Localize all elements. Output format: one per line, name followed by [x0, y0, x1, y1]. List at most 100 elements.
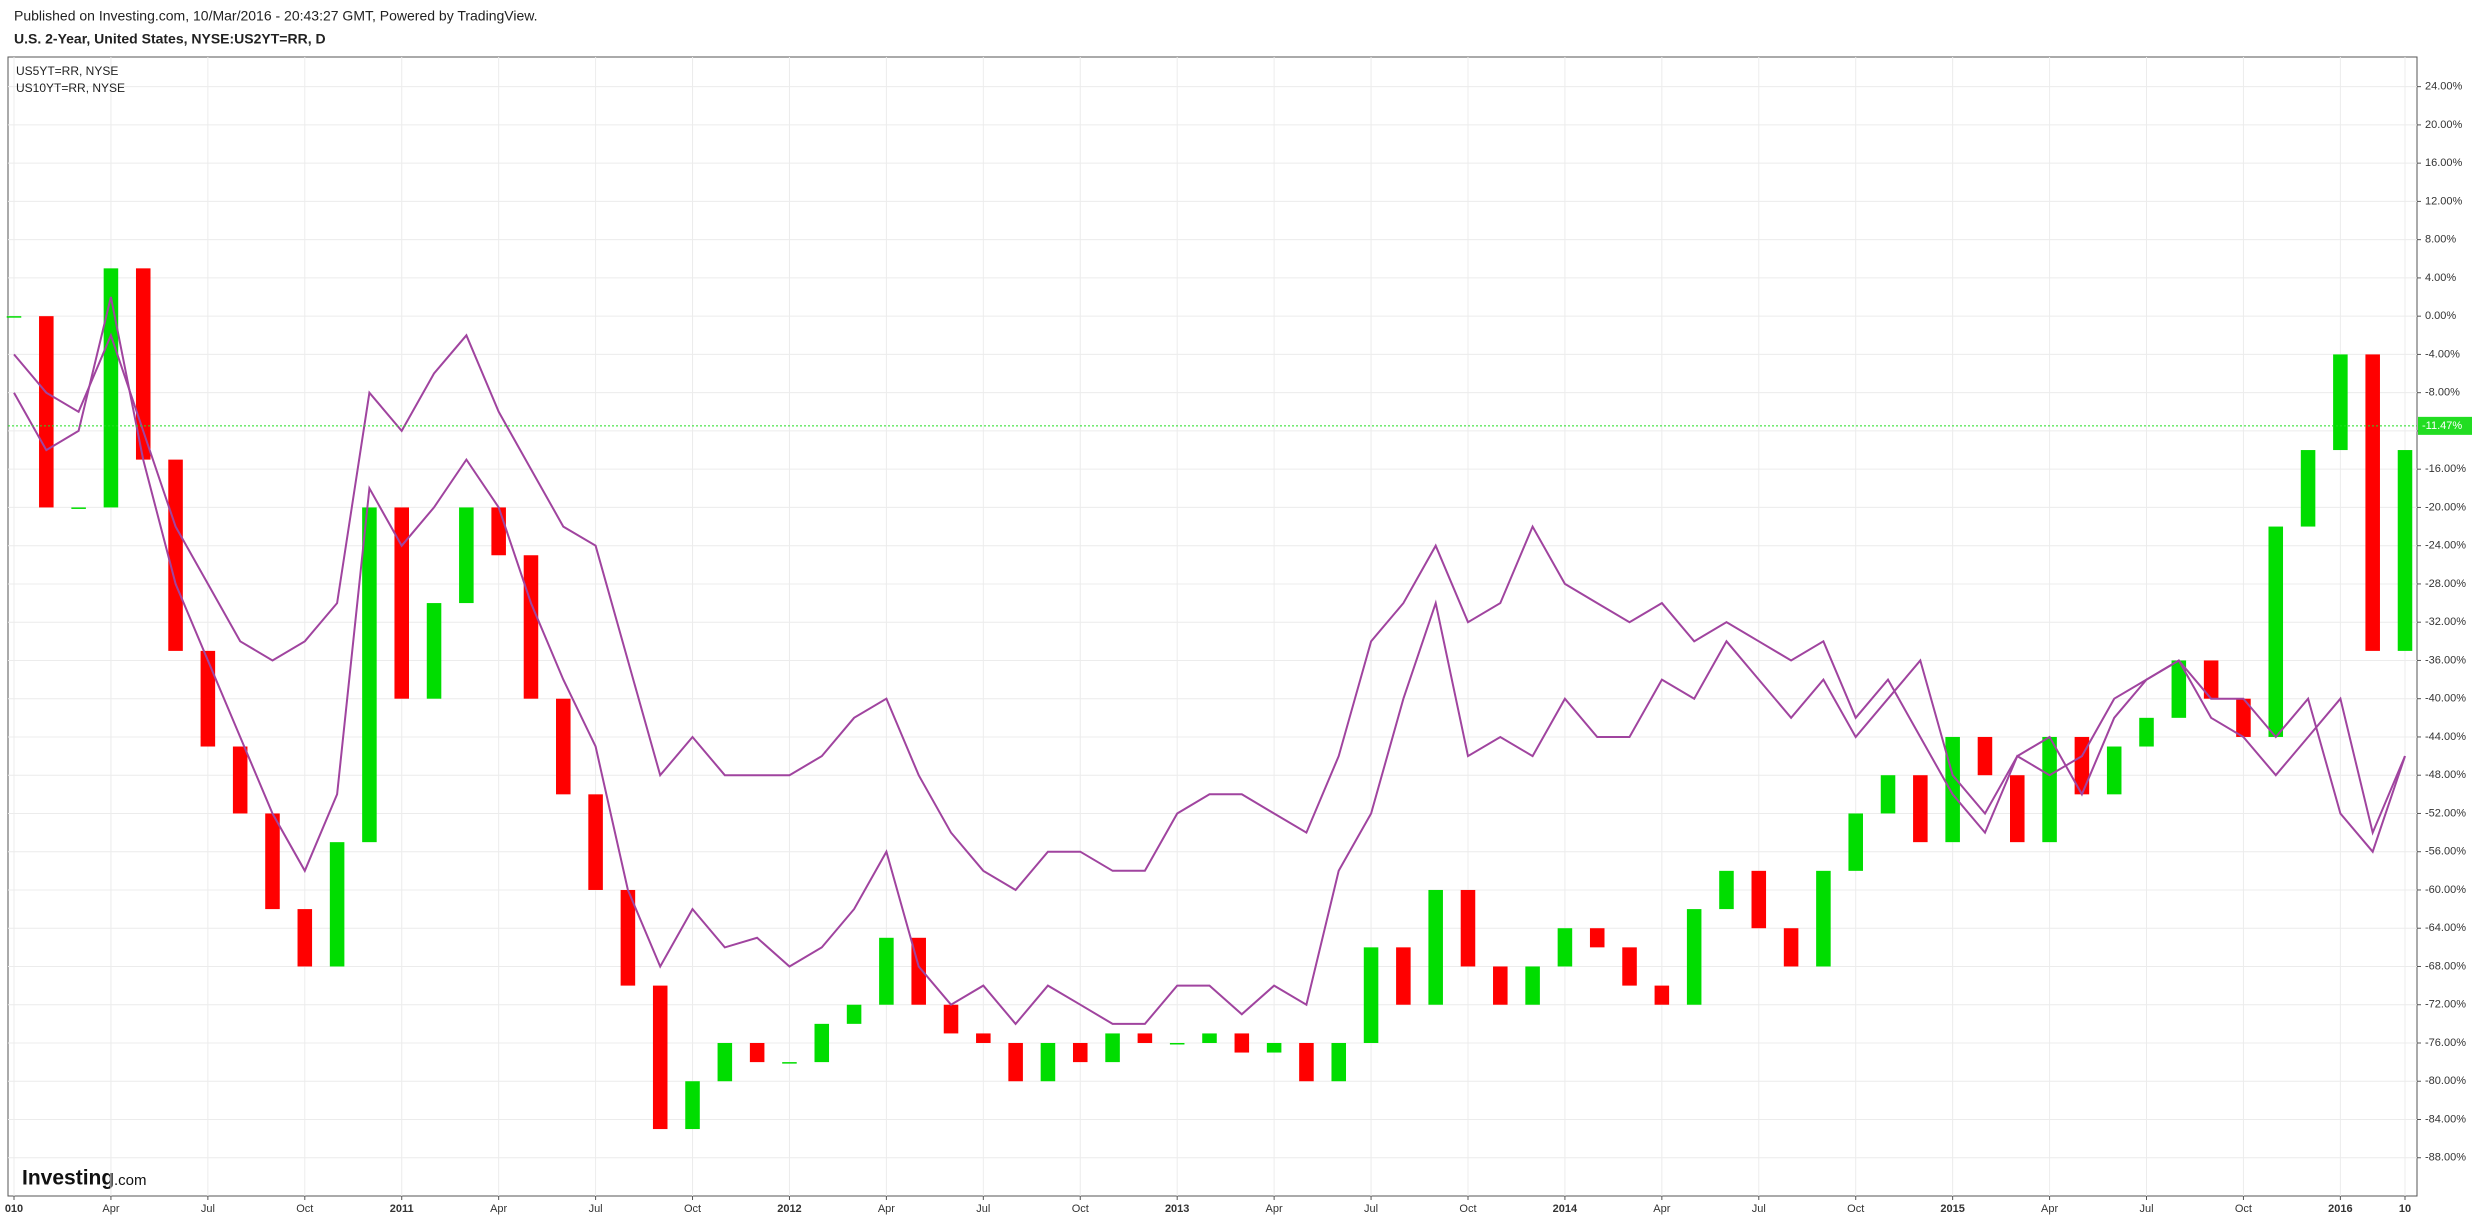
x-tick-label: Oct [684, 1203, 701, 1215]
candle [1977, 736, 1993, 776]
candle [1848, 813, 1863, 871]
x-tick-label: 2016 [2328, 1203, 2352, 1215]
candle [1686, 909, 1702, 1005]
x-tick-label: 2014 [1553, 1203, 1578, 1215]
candle [2203, 660, 2219, 699]
y-tick-label: 4.00% [2425, 272, 2456, 284]
y-tick-label: -68.00% [2425, 960, 2466, 972]
y-tick-label: -88.00% [2425, 1152, 2466, 1164]
y-tick-label: -40.00% [2425, 693, 2466, 705]
x-tick-label: 2012 [777, 1203, 801, 1215]
candle [1880, 775, 1896, 814]
candle [1557, 928, 1573, 967]
candle [2171, 660, 2187, 718]
x-tick-label: Apr [878, 1203, 895, 1215]
candle [1299, 1042, 1314, 1082]
candle [782, 1062, 797, 1064]
candle [394, 507, 409, 699]
y-tick-label: -76.00% [2425, 1037, 2466, 1049]
candle [943, 1004, 959, 1034]
candle [1589, 928, 1605, 948]
candle [1234, 1033, 1250, 1053]
candle [814, 1023, 830, 1063]
candle [976, 1033, 991, 1043]
candle [426, 603, 442, 699]
x-tick-label: 2015 [1940, 1203, 1964, 1215]
candle [6, 316, 22, 318]
y-tick-label: 8.00% [2425, 234, 2456, 246]
y-tick-label: -44.00% [2425, 731, 2466, 743]
candle [1816, 870, 1831, 967]
y-tick-label: -60.00% [2425, 884, 2466, 896]
candle [846, 1004, 862, 1024]
candle [1913, 775, 1928, 843]
candle [620, 889, 636, 986]
y-tick-label: -80.00% [2425, 1075, 2466, 1087]
x-tick-label: Apr [1266, 1203, 1283, 1215]
candle [2365, 354, 2380, 651]
candle [556, 698, 571, 795]
y-tick-label: -48.00% [2425, 769, 2466, 781]
candle [1331, 1042, 1347, 1082]
candle [1202, 1033, 1217, 1043]
series-line [13, 296, 2406, 1026]
x-tick-label: Jul [976, 1203, 990, 1215]
candle [2236, 698, 2251, 737]
x-tick-label: Apr [2041, 1203, 2058, 1215]
y-tick-label: 12.00% [2425, 195, 2463, 207]
instrument-title: U.S. 2-Year, United States, NYSE:US2YT=R… [14, 31, 326, 47]
candle [1072, 1042, 1088, 1063]
candle [1040, 1042, 1056, 1082]
candle [1751, 870, 1767, 929]
candle [39, 316, 54, 508]
candle [1169, 1042, 1185, 1045]
x-tick-label: Apr [490, 1203, 507, 1215]
candle [1396, 947, 1411, 1005]
y-tick-label: -8.00% [2425, 387, 2460, 399]
y-tick-label: -20.00% [2425, 501, 2466, 513]
candle [362, 507, 377, 843]
candle [879, 937, 894, 1005]
x-tick-label: Apr [1653, 1203, 1670, 1215]
x-tick-label: Jul [201, 1203, 215, 1215]
x-tick-label: Jul [1364, 1203, 1378, 1215]
x-tick-label: 10 [2399, 1203, 2411, 1215]
candle [2333, 354, 2348, 451]
y-tick-label: 16.00% [2425, 157, 2463, 169]
candle [1460, 889, 1476, 967]
logo-suffix: .com [114, 1172, 147, 1189]
candle [523, 555, 539, 699]
candle [685, 1081, 700, 1130]
candle [1654, 985, 1670, 1005]
x-tick-label: Oct [2235, 1203, 2252, 1215]
candle [652, 985, 668, 1130]
candle [717, 1042, 733, 1082]
candle [1493, 966, 1508, 1005]
x-tick-label: Oct [1847, 1203, 1864, 1215]
candle [168, 459, 183, 651]
candle [1719, 870, 1734, 910]
x-tick-label: Jul [1752, 1203, 1766, 1215]
series-line [13, 332, 2406, 892]
candle [1525, 966, 1540, 1005]
y-tick-label: -56.00% [2425, 846, 2466, 858]
last-value-label: -11.47% [2422, 420, 2462, 432]
candle [2010, 775, 2025, 843]
logo-brand: Investing [22, 1167, 114, 1190]
x-tick-label: Oct [296, 1203, 313, 1215]
x-tick-label: Jul [2139, 1203, 2153, 1215]
y-tick-label: -84.00% [2425, 1113, 2466, 1125]
candle [491, 507, 506, 556]
candle [200, 650, 216, 747]
candle [459, 507, 474, 604]
x-tick-label: 2011 [390, 1203, 414, 1215]
candle [2139, 717, 2154, 747]
y-tick-label: -32.00% [2425, 616, 2466, 628]
candle [1363, 947, 1379, 1043]
candle [2397, 450, 2413, 651]
y-tick-label: 24.00% [2425, 81, 2463, 93]
candle [1783, 928, 1799, 967]
y-tick-label: -24.00% [2425, 540, 2466, 552]
last-value-box [2418, 416, 2472, 435]
published-note: Published on Investing.com, 10/Mar/2016 … [14, 8, 537, 24]
